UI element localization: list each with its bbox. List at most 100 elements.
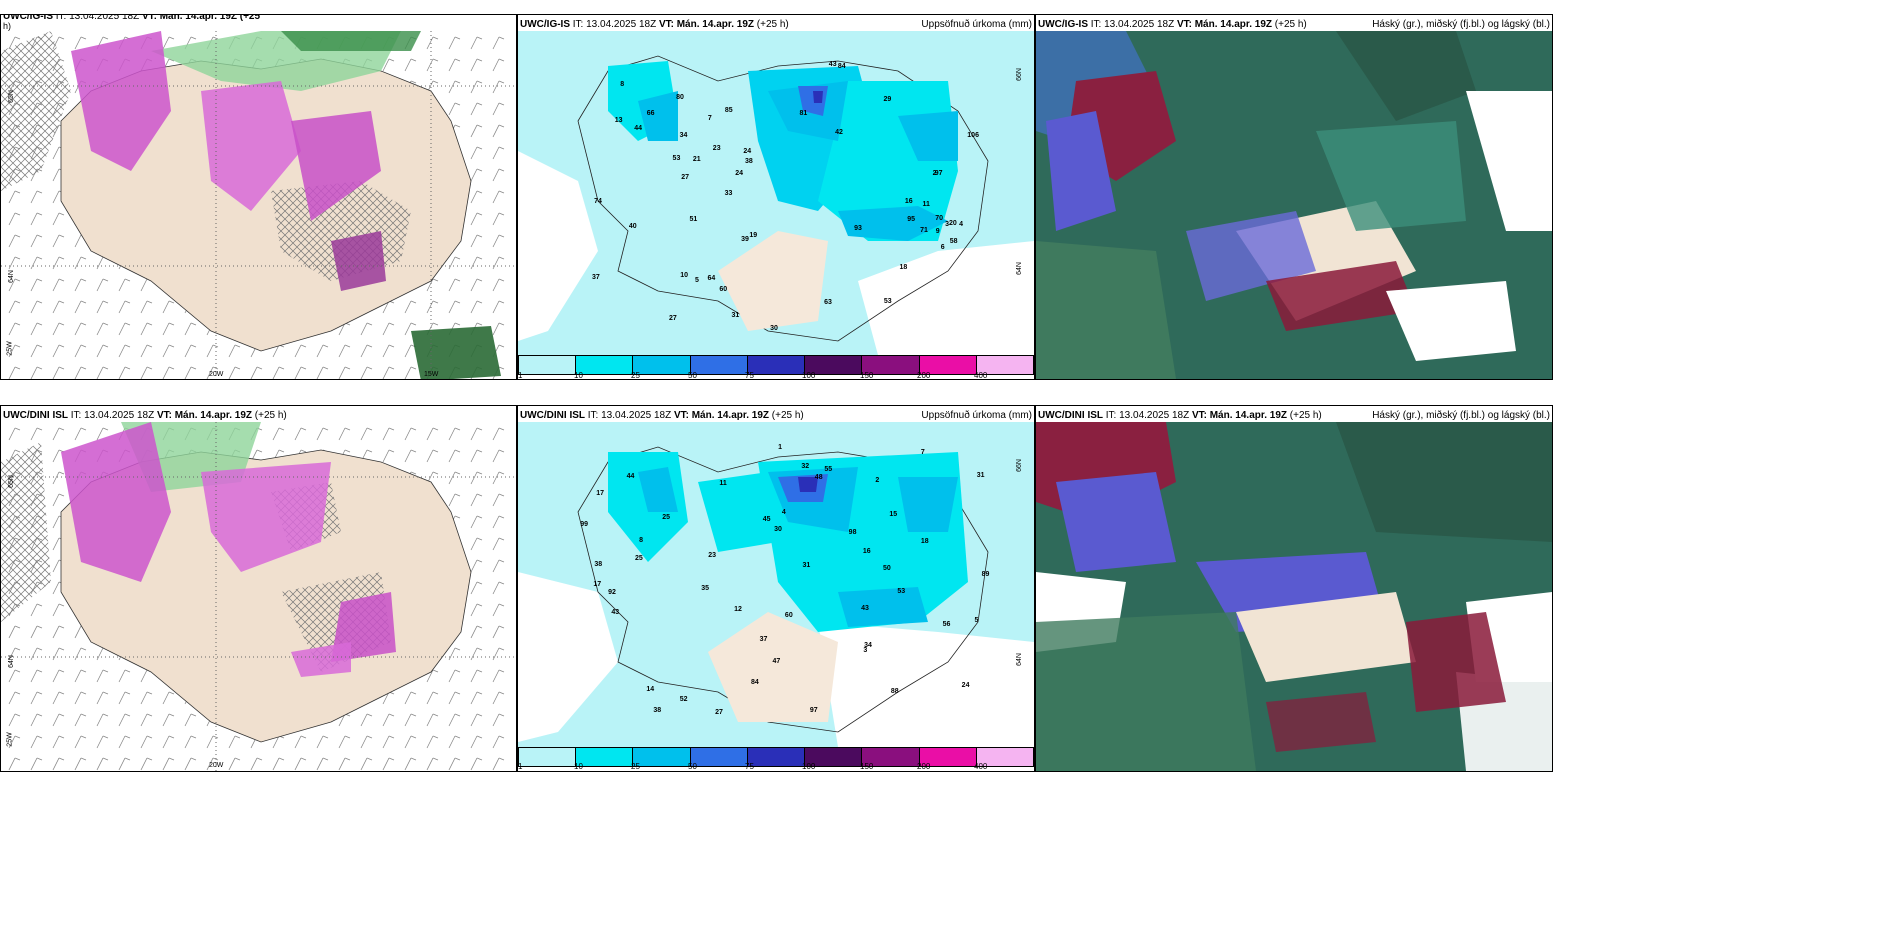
vt-label: VT: bbox=[1191, 410, 1207, 421]
wind-barb bbox=[492, 581, 500, 595]
wind-barb-flag bbox=[410, 691, 417, 695]
precip-accum-map bbox=[518, 422, 1034, 747]
wind-barb bbox=[470, 146, 478, 160]
precip-value-label: 24 bbox=[735, 170, 744, 178]
wind-barb bbox=[8, 36, 16, 50]
wind-barb-flag bbox=[498, 146, 505, 150]
precip-value-label: 35 bbox=[701, 585, 710, 593]
wind-barb-flag bbox=[498, 366, 505, 370]
wind-barb-flag bbox=[102, 322, 109, 326]
wind-barb bbox=[30, 190, 38, 204]
wind-barb bbox=[162, 344, 170, 358]
wind-barb bbox=[470, 256, 478, 270]
wind-barb bbox=[294, 344, 302, 358]
panel-title: UWC/DINI ISL IT: 13.04.2025 18Z VT: Mán.… bbox=[520, 410, 804, 421]
wind-barb bbox=[470, 278, 478, 292]
wind-barb bbox=[448, 58, 456, 72]
wind-barb bbox=[470, 124, 478, 138]
wind-barb-flag bbox=[476, 493, 483, 497]
precip-value-label: 30 bbox=[770, 324, 778, 332]
wind-barb-flag bbox=[498, 691, 505, 695]
wind-barb bbox=[96, 735, 104, 749]
wind-barb bbox=[184, 713, 192, 727]
wind-barb bbox=[448, 669, 456, 683]
wind-barb-flag bbox=[58, 669, 65, 673]
precip-value-label: 34 bbox=[864, 642, 872, 650]
wind-barb bbox=[492, 537, 500, 551]
wind-barb bbox=[492, 80, 500, 94]
precip-value-label: 53 bbox=[897, 588, 906, 596]
init-time: IT: 13.04.2025 18Z bbox=[68, 410, 157, 421]
wind-barb bbox=[30, 647, 38, 661]
wind-barb bbox=[8, 625, 16, 639]
wind-barb-flag bbox=[476, 449, 483, 453]
wind-barb-flag bbox=[102, 735, 109, 739]
wind-barb-flag bbox=[58, 344, 65, 348]
legend-label: 100 bbox=[802, 762, 816, 771]
precip-value-label: 50 bbox=[882, 565, 891, 572]
legend-swatch bbox=[919, 748, 977, 766]
wind-barb bbox=[74, 36, 82, 50]
wind-barb bbox=[470, 669, 478, 683]
wind-barb-flag bbox=[476, 559, 483, 563]
valid-time: Mán. 14.apr. 19Z bbox=[688, 410, 769, 421]
wind-barb bbox=[8, 212, 16, 226]
wind-barb bbox=[272, 344, 280, 358]
wind-barb bbox=[470, 493, 478, 507]
wind-barb bbox=[162, 300, 170, 314]
wind-barb-flag bbox=[498, 256, 505, 260]
wind-barb-flag bbox=[300, 427, 307, 431]
wind-barb-flag bbox=[36, 603, 43, 607]
wind-barb-flag bbox=[344, 735, 351, 739]
precip-value-label: 97 bbox=[934, 169, 943, 177]
wind-barb bbox=[492, 625, 500, 639]
wind-barb-flag bbox=[234, 344, 241, 348]
wind-barb-flag bbox=[454, 80, 461, 84]
legend-labels: 1 10 25 50 75 100 150 200 400 bbox=[518, 762, 1034, 771]
valid-time: Mán. 14.apr. 19Z bbox=[1206, 410, 1287, 421]
wind-barb-flag bbox=[476, 625, 483, 629]
wind-barb-flag bbox=[388, 757, 395, 761]
valid-time: Mán. 14.apr. 19Z bbox=[1191, 19, 1272, 30]
wind-barb bbox=[492, 124, 500, 138]
precip-value-label: 19 bbox=[749, 232, 758, 240]
wind-barb bbox=[338, 322, 346, 336]
wind-barb-flag bbox=[146, 713, 153, 717]
wind-barb bbox=[52, 449, 60, 463]
wind-barb bbox=[52, 757, 60, 771]
wind-barb bbox=[74, 713, 82, 727]
wind-barb bbox=[492, 36, 500, 50]
wind-barb bbox=[492, 102, 500, 116]
wind-barb-flag bbox=[300, 757, 307, 761]
wind-barb bbox=[492, 713, 500, 727]
precip-value-label: 43 bbox=[861, 605, 869, 613]
wind-barb bbox=[74, 300, 82, 314]
wind-barb bbox=[118, 366, 126, 379]
wind-barb-flag bbox=[36, 713, 43, 717]
precip-value-label: 1 bbox=[778, 444, 782, 452]
wind-barb-flag bbox=[388, 322, 395, 326]
wind-barb-flag bbox=[14, 757, 21, 761]
lon-label-15w: 15W bbox=[424, 371, 439, 378]
wind-barb-flag bbox=[102, 427, 109, 431]
wind-barb-flag bbox=[58, 735, 65, 739]
legend-swatch bbox=[633, 748, 691, 766]
precip-value-label: 98 bbox=[848, 529, 857, 537]
wind-barb bbox=[52, 713, 60, 727]
wind-barb bbox=[52, 515, 60, 529]
wind-barb-flag bbox=[432, 713, 439, 717]
precip-value-label: 15 bbox=[889, 510, 898, 518]
wind-barb bbox=[492, 449, 500, 463]
wind-barb-flag bbox=[498, 625, 505, 629]
wind-barb-flag bbox=[432, 757, 439, 761]
wind-barb bbox=[382, 691, 390, 705]
wind-barb-flag bbox=[256, 366, 263, 370]
precip-value-label: 38 bbox=[744, 158, 753, 166]
wind-barb bbox=[470, 102, 478, 116]
wind-barb-flag bbox=[476, 669, 483, 673]
wind-barb bbox=[162, 713, 170, 727]
wind-barb-flag bbox=[498, 36, 505, 40]
wind-barb-flag bbox=[14, 256, 21, 260]
legend-label: 25 bbox=[631, 371, 640, 380]
precip-legend bbox=[518, 355, 1034, 375]
